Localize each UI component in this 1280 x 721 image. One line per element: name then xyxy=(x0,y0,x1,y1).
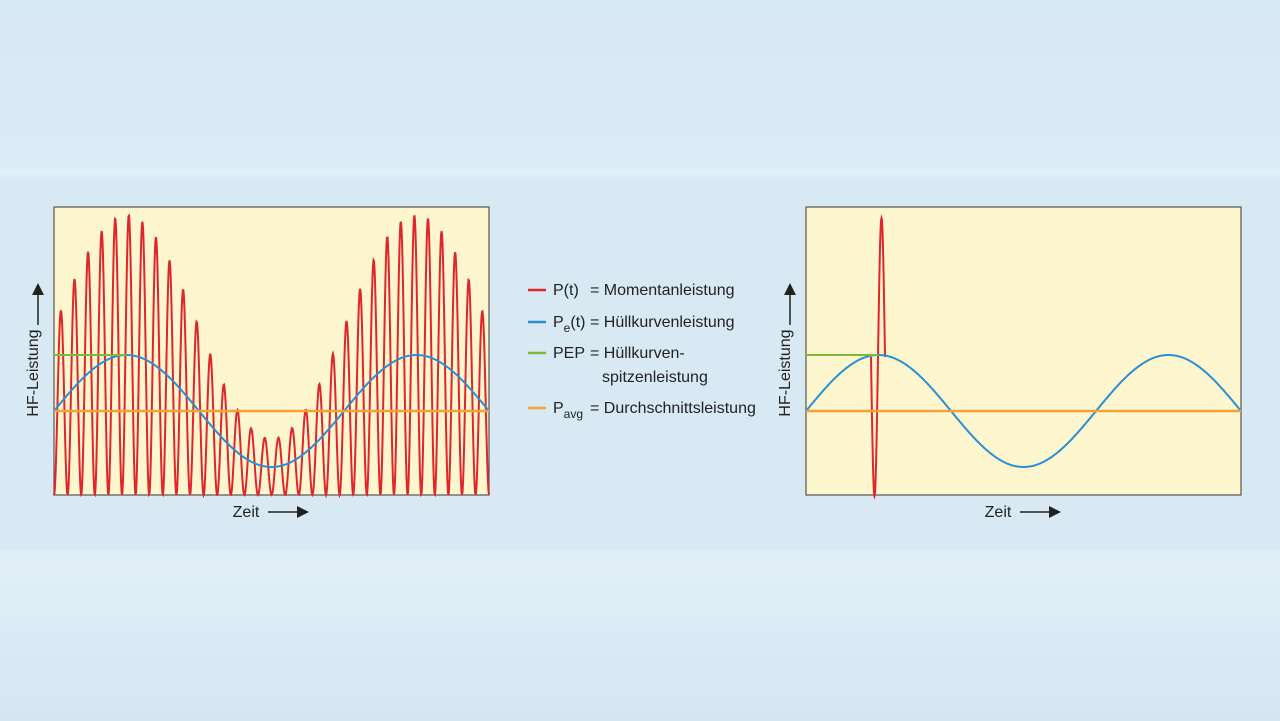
legend-description: = Hüllkurven- xyxy=(590,345,685,362)
symbol-base: P xyxy=(553,400,564,417)
x-axis-label: Zeit xyxy=(985,504,1012,521)
y-axis-label: HF-Leistung xyxy=(777,329,794,416)
legend-symbol: PEP xyxy=(553,345,585,362)
instantaneous-power-curve xyxy=(870,214,886,500)
legend-description: = Momentanleistung xyxy=(590,282,735,299)
legend-symbol: P(t) xyxy=(553,282,579,299)
legend-description: = Durchschnittsleistung xyxy=(590,400,756,417)
symbol-base: P(t) xyxy=(553,282,579,299)
symbol-subscript: avg xyxy=(564,407,583,421)
plot-area xyxy=(805,206,1242,496)
symbol-subscript: e xyxy=(564,321,571,335)
y-axis-label: HF-Leistung xyxy=(25,329,42,416)
legend-symbol: Pe(t) xyxy=(553,314,585,335)
symbol-base: P xyxy=(553,314,564,331)
x-axis-label: Zeit xyxy=(233,504,260,521)
legend-description: = Hüllkurvenleistung xyxy=(590,314,735,331)
instantaneous-power-curve xyxy=(53,213,490,499)
legend-symbol: Pavg xyxy=(553,400,583,421)
symbol-base: PEP xyxy=(553,345,585,362)
legend-description: spitzenleistung xyxy=(602,369,708,386)
symbol-rest: (t) xyxy=(570,314,585,331)
